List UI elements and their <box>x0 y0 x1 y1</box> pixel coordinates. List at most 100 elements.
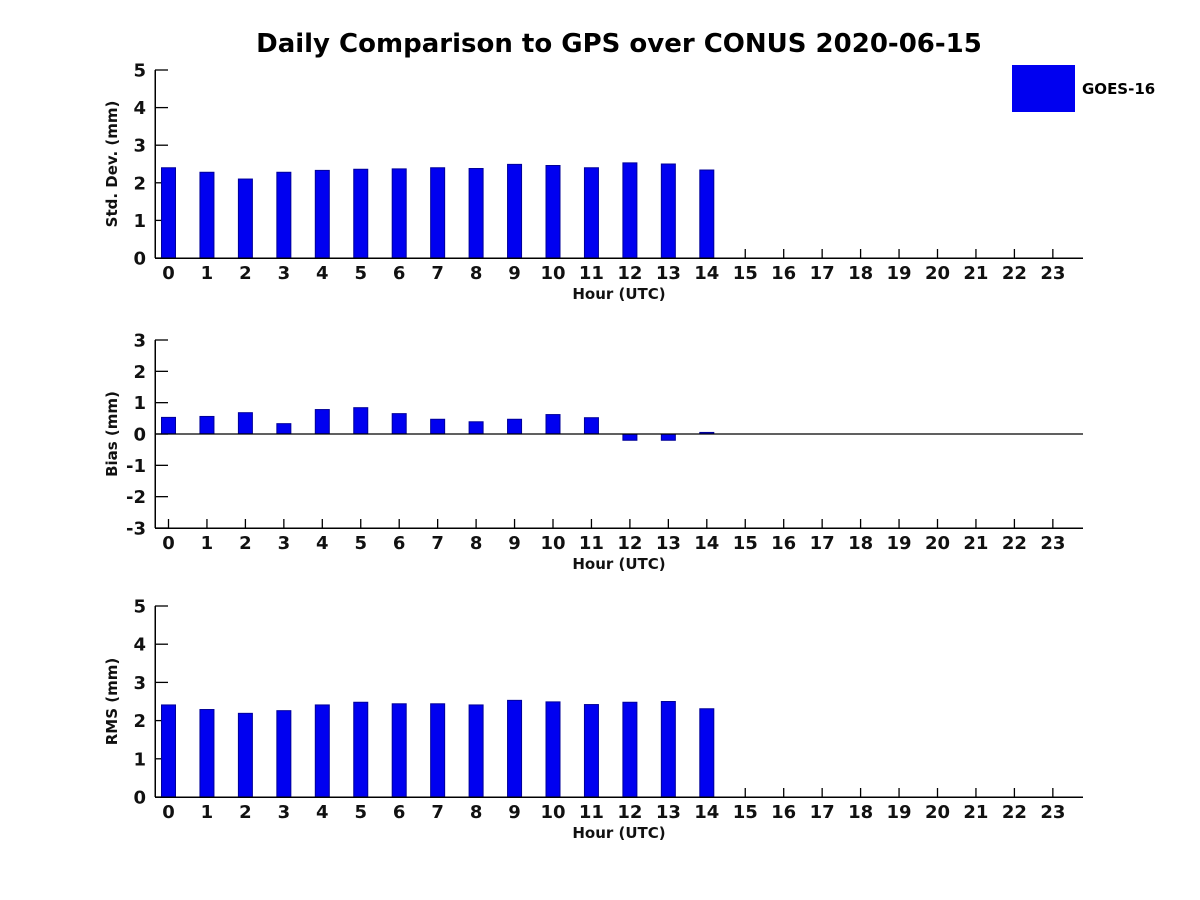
y-tick-label: 3 <box>133 136 146 157</box>
x-tick-label: 1 <box>201 263 214 284</box>
x-tick-label: 18 <box>848 802 873 823</box>
x-tick-label: 8 <box>470 263 483 284</box>
bar-hour-3 <box>276 423 292 435</box>
x-tick-label: 6 <box>393 533 406 554</box>
bar-hour-11 <box>583 704 599 798</box>
x-tick-label: 21 <box>963 263 988 284</box>
x-tick-label: 7 <box>431 802 444 823</box>
bar-hour-10 <box>545 414 561 435</box>
subplot-rms: 0 1 2 3 4 5 6 7 8 9 10 11 12 13 14 15 16 17 18 19 20 21 22 2301… <box>103 597 1083 842</box>
x-tick-label: 3 <box>278 533 291 554</box>
x-tick-label: 14 <box>694 533 719 554</box>
x-tick-label: 5 <box>354 533 367 554</box>
x-tick-label: 2 <box>239 802 252 823</box>
bar-hour-9 <box>507 699 523 798</box>
y-tick-label: -3 <box>126 519 146 540</box>
y-tick-label: 3 <box>133 331 146 352</box>
y-tick-label: 2 <box>133 173 146 194</box>
bar-hour-14 <box>699 169 715 259</box>
x-tick-label: 1 <box>201 802 214 823</box>
bar-hour-0 <box>161 167 176 259</box>
x-tick-label: 15 <box>733 802 758 823</box>
x-tick-label: 1 <box>201 533 214 554</box>
y-tick-label: 3 <box>133 673 146 694</box>
legend-label: GOES-16 <box>1082 79 1156 98</box>
bar-hour-0 <box>161 416 176 435</box>
x-axis-label: Hour (UTC) <box>572 824 665 842</box>
x-tick-label: 8 <box>470 802 483 823</box>
x-tick-label: 3 <box>278 802 291 823</box>
chart-title: Daily Comparison to GPS over CONUS 2020-… <box>256 29 982 59</box>
bar-hour-13 <box>660 701 676 798</box>
y-tick-label: 1 <box>133 749 146 770</box>
bar-hour-6 <box>391 413 407 435</box>
x-tick-label: 18 <box>848 263 873 284</box>
x-tick-label: 20 <box>925 802 950 823</box>
x-tick-label: 12 <box>617 802 642 823</box>
x-tick-label: 0 <box>162 263 175 284</box>
x-tick-label: 4 <box>316 533 329 554</box>
x-tick-label: 14 <box>694 263 719 284</box>
bar-hour-13 <box>660 433 676 441</box>
y-axis-label: RMS (mm) <box>103 658 121 745</box>
x-tick-label: 23 <box>1040 802 1065 823</box>
bar-hour-11 <box>583 417 599 435</box>
y-tick-label: -1 <box>126 456 146 477</box>
bar-hour-5 <box>353 168 369 259</box>
bar-hour-7 <box>430 418 446 435</box>
x-tick-label: 19 <box>887 263 912 284</box>
bar-hour-14 <box>699 708 715 798</box>
y-axis-label: Std. Dev. (mm) <box>103 101 121 228</box>
x-tick-label: 9 <box>508 263 521 284</box>
x-tick-label: 7 <box>431 533 444 554</box>
bar-hour-1 <box>199 415 215 435</box>
bar-hour-7 <box>430 703 446 798</box>
legend: GOES-16 <box>1012 65 1155 112</box>
bar-hour-5 <box>353 407 369 435</box>
y-tick-label: 0 <box>133 788 146 809</box>
bar-hour-4 <box>314 704 330 798</box>
bar-hour-9 <box>507 418 523 435</box>
x-tick-label: 4 <box>316 802 329 823</box>
y-tick-label: -2 <box>126 487 146 508</box>
x-tick-label: 2 <box>239 533 252 554</box>
x-tick-label: 20 <box>925 533 950 554</box>
x-tick-label: 14 <box>694 802 719 823</box>
x-tick-label: 20 <box>925 263 950 284</box>
bar-hour-11 <box>583 167 599 259</box>
bar-hour-3 <box>276 171 292 259</box>
x-tick-label: 11 <box>579 533 604 554</box>
x-tick-label: 23 <box>1040 263 1065 284</box>
bar-hour-10 <box>545 165 561 259</box>
bar-hour-8 <box>468 704 484 798</box>
x-tick-label: 6 <box>393 802 406 823</box>
bar-hour-8 <box>468 168 484 259</box>
x-tick-label: 7 <box>431 263 444 284</box>
x-tick-label: 18 <box>848 533 873 554</box>
y-tick-label: 2 <box>133 362 146 383</box>
bar-hour-10 <box>545 701 561 798</box>
x-tick-label: 22 <box>1002 263 1027 284</box>
bar-hour-12 <box>622 701 638 798</box>
bar-hour-4 <box>314 409 330 435</box>
x-tick-label: 4 <box>316 263 329 284</box>
bar-hour-2 <box>237 712 253 798</box>
x-tick-label: 16 <box>771 533 796 554</box>
x-tick-label: 13 <box>656 533 681 554</box>
x-tick-label: 11 <box>579 263 604 284</box>
x-tick-label: 2 <box>239 263 252 284</box>
x-tick-label: 16 <box>771 263 796 284</box>
x-tick-label: 17 <box>810 533 835 554</box>
y-tick-label: 0 <box>133 425 146 446</box>
y-tick-label: 5 <box>133 597 146 618</box>
y-tick-label: 4 <box>133 98 146 119</box>
x-tick-label: 17 <box>810 802 835 823</box>
x-tick-label: 5 <box>354 802 367 823</box>
bar-hour-4 <box>314 169 330 259</box>
y-tick-label: 2 <box>133 711 146 732</box>
x-tick-label: 22 <box>1002 533 1027 554</box>
bar-hour-5 <box>353 701 369 798</box>
x-tick-label: 15 <box>733 533 758 554</box>
y-tick-label: 1 <box>133 393 146 414</box>
